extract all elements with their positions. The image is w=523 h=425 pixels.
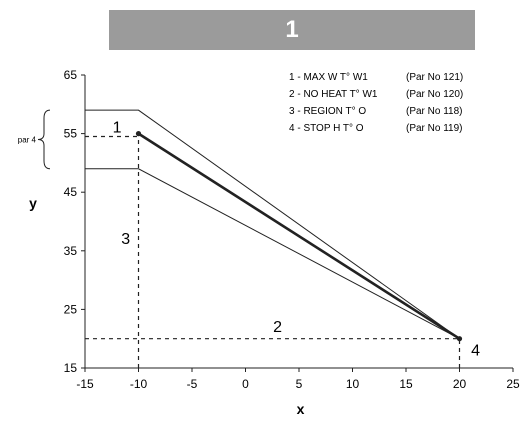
x-tick-label: 10 (346, 377, 360, 391)
legend-item-name: 3 - REGION T° O (289, 106, 366, 117)
point-label: 1 (113, 120, 122, 137)
y-tick-label: 55 (64, 127, 78, 141)
legend-item-name: 4 - STOP H T° O (289, 123, 364, 134)
x-tick-label: 5 (296, 377, 303, 391)
series-lines (85, 109, 463, 342)
x-tick-label: -5 (187, 377, 198, 391)
axes (84, 75, 513, 369)
main-line-endpoint (135, 131, 142, 137)
point-label: 4 (471, 342, 480, 359)
legend-item-par: (Par No 118) (406, 106, 463, 117)
point-label: 2 (273, 319, 282, 336)
y-tick-label: 45 (64, 185, 78, 199)
chart-number-banner: 1 (109, 10, 475, 50)
x-axis-label: x (297, 401, 305, 417)
x-tick-label: 0 (242, 377, 249, 391)
guide-lines (85, 133, 461, 368)
y-axis-label: y (29, 195, 37, 211)
y-tick-label: 25 (64, 302, 78, 316)
legend-item-par: (Par No 119) (406, 123, 463, 134)
x-tick-label: 25 (506, 377, 520, 391)
x-tick-label: 15 (399, 377, 413, 391)
main-line-endpoint (456, 336, 463, 342)
legend-item-par: (Par No 120) (406, 89, 463, 100)
tick-labels: -15 -10 -5 0 5 10 15 20 25 15 25 35 45 55 65 (64, 68, 520, 391)
series-line-upper (85, 109, 460, 340)
point-label: 3 (121, 231, 130, 248)
legend: 1 - MAX W T° W1 (Par No 121) 2 - NO HEAT T… (289, 72, 463, 134)
series-line-main (137, 132, 461, 340)
x-tick-label: -10 (130, 377, 148, 391)
legend-item-name: 2 - NO HEAT T° W1 (289, 89, 378, 100)
chart-number-label: 1 (285, 16, 299, 43)
y-tick-label: 15 (64, 361, 78, 375)
brace-label: par 4 (18, 135, 37, 144)
x-tick-label: -15 (76, 377, 94, 391)
brace-shape (37, 109, 51, 170)
y-tick-label: 35 (64, 244, 78, 258)
series-line-lower (85, 168, 460, 340)
legend-item-name: 1 - MAX W T° W1 (289, 72, 368, 83)
y-tick-label: 65 (64, 68, 78, 82)
par4-brace: par 4 (18, 109, 51, 170)
legend-item-par: (Par No 121) (406, 72, 463, 83)
point-labels: 1 2 3 4 (113, 120, 480, 360)
x-tick-label: 20 (453, 377, 467, 391)
